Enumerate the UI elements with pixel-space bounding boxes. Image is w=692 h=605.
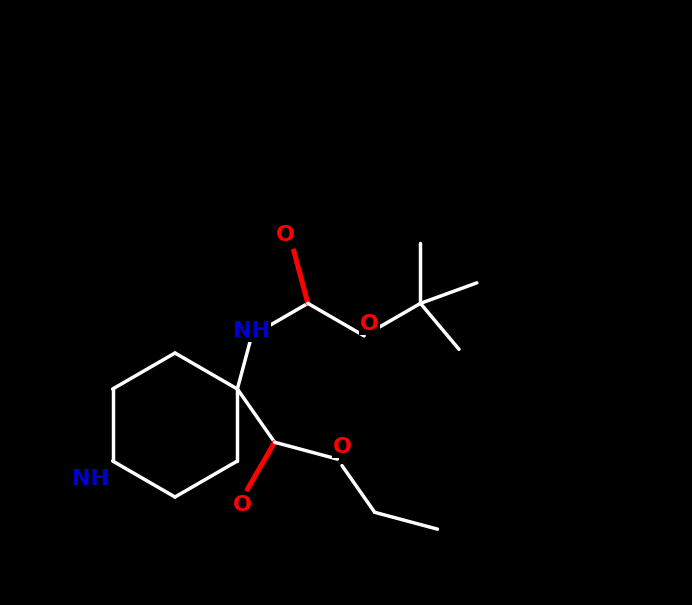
Text: NH: NH [233,321,270,341]
Text: O: O [333,437,352,457]
Text: O: O [233,495,252,515]
Text: NH: NH [72,469,109,489]
Text: O: O [360,314,379,334]
Text: O: O [276,225,295,245]
